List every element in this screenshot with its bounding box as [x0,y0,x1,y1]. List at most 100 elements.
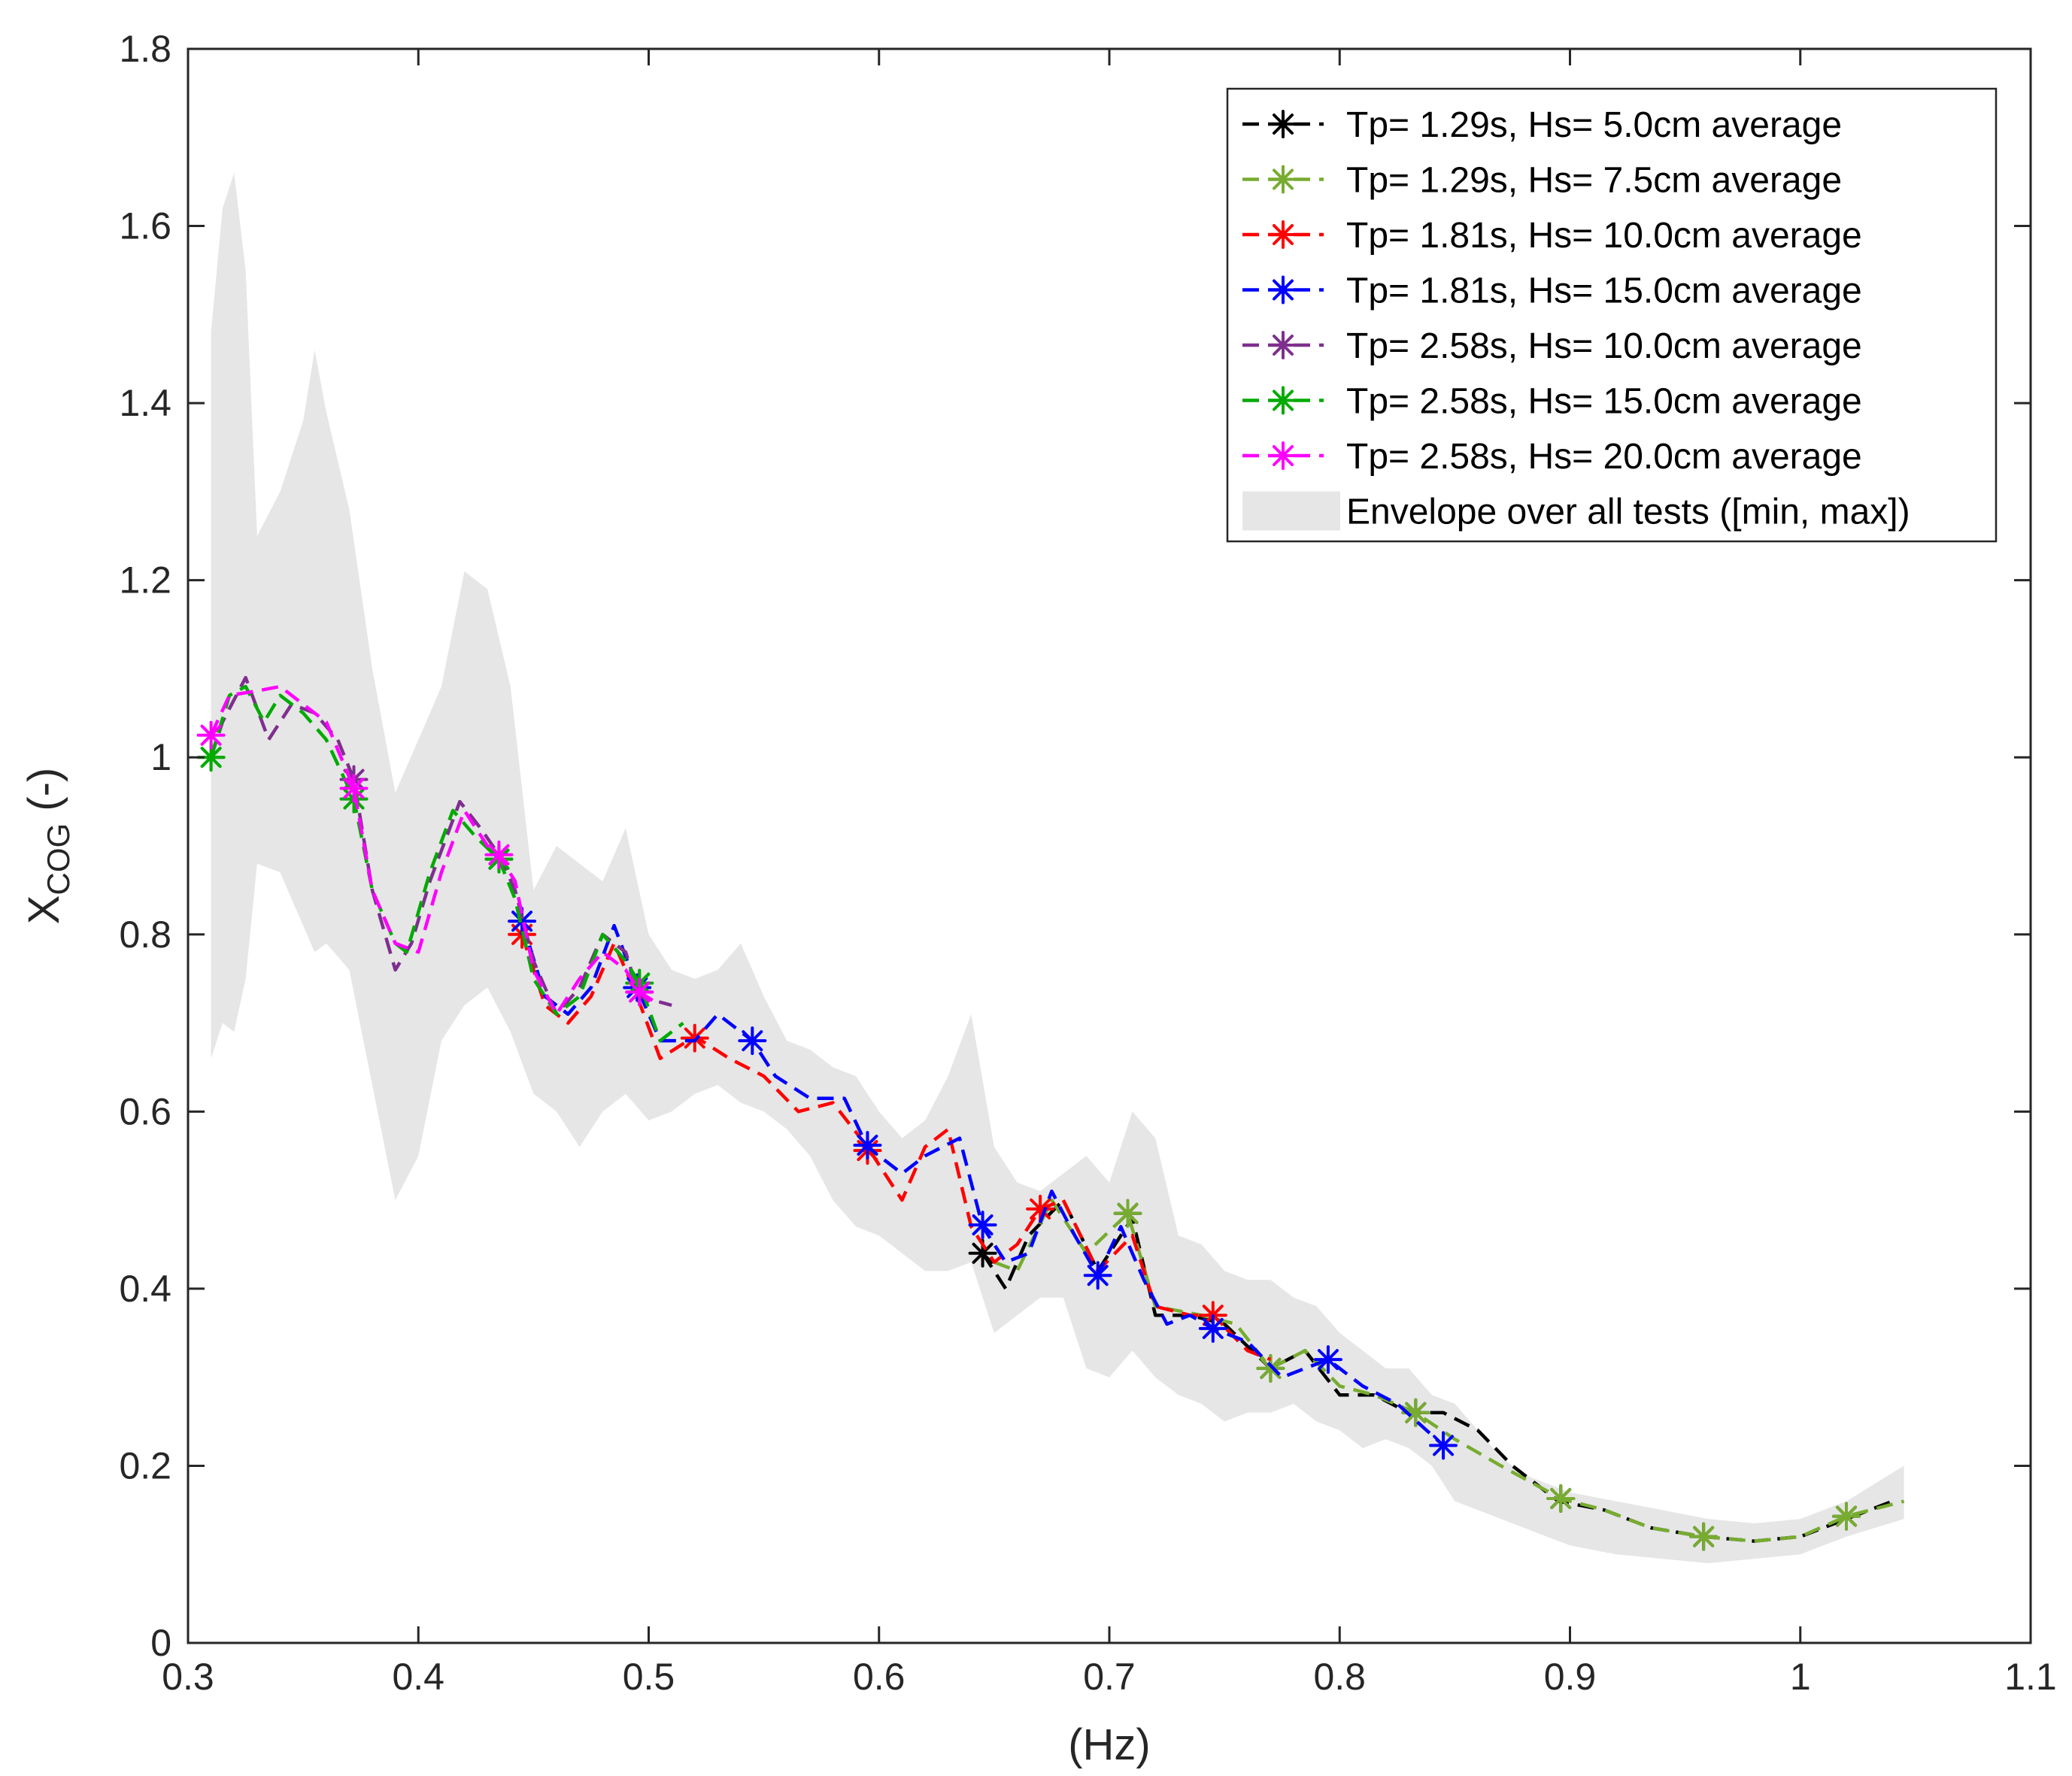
marker-stroke [1273,224,1294,245]
legend-envelope-swatch [1242,491,1340,531]
y-tick-label: 0 [150,1622,171,1664]
marker-stroke [1273,114,1294,135]
marker-stroke [1273,445,1294,466]
marker-stroke [488,844,510,865]
series-marker [196,720,226,750]
legend-marker [1269,165,1297,194]
legend-label: Tp= 1.81s, Hs= 15.0cm average [1346,271,1862,311]
marker-stroke [1260,1357,1282,1379]
x-tick-label: 0.3 [162,1656,214,1698]
series-marker [339,774,369,803]
legend-item: Tp= 1.81s, Hs= 10.0cm average [1242,216,1862,256]
y-tick-label: 0.6 [119,1090,171,1132]
marker-stroke [742,1030,763,1052]
marker-stroke [1273,279,1294,301]
y-tick-label: 1 [150,736,171,778]
x-tick-label: 0.7 [1083,1656,1136,1698]
marker-stroke [629,981,651,1003]
series-line [209,684,662,1017]
x-tick-label: 0.9 [1544,1656,1597,1698]
y-tick-label: 1.2 [119,559,171,602]
marker-stroke [1693,1526,1715,1547]
marker-stroke [1273,335,1294,356]
marker-stroke [1405,1402,1427,1423]
series-marker [1113,1199,1142,1228]
series-marker [1429,1431,1458,1460]
series-line [209,684,684,1043]
marker-stroke [1273,389,1294,411]
series-marker [625,977,654,1007]
y-tick-label: 0.8 [119,914,171,956]
series-line [994,1198,1905,1543]
series-marker [1198,1314,1227,1343]
legend-item-envelope: Envelope over all tests ([min, max]) [1242,491,1910,532]
legend-item: Tp= 1.81s, Hs= 15.0cm average [1242,271,1862,311]
marker-stroke [200,747,222,768]
legend-label: Envelope over all tests ([min, max]) [1346,492,1910,532]
series-7 [196,684,662,1017]
legend-item: Tp= 2.58s, Hs= 20.0cm average [1242,437,1862,477]
series-marker [484,840,514,869]
marker-stroke [343,777,365,799]
y-tick-label: 1.6 [119,205,171,247]
x-tick-label: 0.8 [1313,1656,1366,1698]
series-marker [1083,1261,1112,1290]
marker-stroke [972,1214,994,1236]
legend-label: Tp= 1.29s, Hs= 7.5cm average [1346,161,1842,201]
legend-marker [1269,220,1297,249]
y-tick-label: 1.4 [119,382,171,424]
legend-marker [1269,331,1297,359]
legend-marker [1269,441,1297,470]
y-axis-ticks: 0 0.2 0.4 0.6 0.8 1 1.2 1.4 1.6 1.8 [119,28,2031,1664]
legend-label: Tp= 2.58s, Hs= 20.0cm average [1346,437,1862,477]
legend-label: Tp= 1.81s, Hs= 10.0cm average [1346,216,1862,256]
envelope-layer [211,172,1904,1563]
marker-stroke [1087,1265,1109,1287]
legend-entries: Tp= 1.29s, Hs= 5.0cm average Tp= 1.29s, H… [1242,105,1910,532]
series-marker [1546,1484,1576,1514]
series-marker [1313,1345,1342,1374]
series-marker [1256,1353,1285,1383]
y-tick-label: 1.8 [119,28,171,70]
series-marker [853,1131,882,1160]
series-layer [196,675,1905,1551]
envelope-area [211,172,1904,1563]
series-marker [1832,1502,1861,1531]
x-tick-label: 0.4 [392,1656,444,1698]
series-marker [196,743,226,772]
y-axis-label-suffix: (-) [20,768,68,823]
marker-stroke [511,911,533,932]
marker-stroke [684,1027,705,1049]
marker-stroke [1030,1198,1051,1220]
marker-stroke [1317,1349,1339,1371]
x-tick-label: 0.5 [623,1656,675,1698]
legend-item: Tp= 2.58s, Hs= 10.0cm average [1242,326,1862,366]
marker-stroke [1117,1202,1139,1224]
x-tick-label: 1 [1790,1656,1811,1698]
marker-stroke [1550,1488,1572,1510]
y-tick-label: 0.2 [119,1444,171,1487]
legend-marker [1269,110,1297,138]
y-axis-label-subscript: COG [41,823,76,896]
legend-label: Tp= 1.29s, Hs= 5.0cm average [1346,105,1842,145]
y-axis-label-main: X [20,896,68,925]
legend-item: Tp= 1.29s, Hs= 7.5cm average [1242,161,1842,201]
series-marker [968,1211,997,1240]
marker-stroke [972,1242,994,1264]
x-axis-ticks: 0.3 0.4 0.5 0.6 0.7 0.8 0.9 1 1.1 [162,49,2057,1698]
marker-stroke [1273,168,1294,190]
y-axis-label-group: XCOG (-) [20,768,76,924]
series-line [520,920,1445,1447]
marker-stroke [1836,1505,1857,1527]
x-tick-label: 1.1 [2004,1656,2057,1698]
marker-stroke [200,724,222,746]
legend-marker [1269,275,1297,305]
y-axis-label: XCOG (-) [20,768,76,924]
legend-item: Tp= 2.58s, Hs= 15.0cm average [1242,382,1862,422]
marker-stroke [1433,1435,1455,1456]
legend-label: Tp= 2.58s, Hs= 10.0cm average [1346,326,1862,366]
series-line [520,934,1272,1362]
marker-stroke [1202,1317,1224,1339]
y-tick-label: 0.4 [119,1268,171,1310]
